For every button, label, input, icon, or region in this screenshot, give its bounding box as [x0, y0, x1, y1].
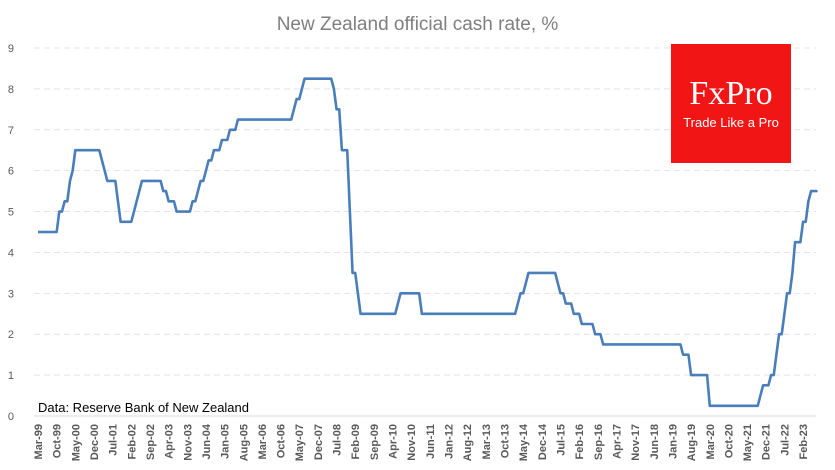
- x-tick-label: Feb-09: [350, 424, 362, 459]
- x-tick-label: Apr-10: [388, 424, 400, 459]
- x-tick-label: Aug-05: [238, 424, 250, 461]
- y-tick-label: 6: [8, 166, 14, 178]
- x-tick-label: Jun-04: [201, 423, 213, 459]
- x-tick-label: Oct-99: [52, 424, 64, 458]
- x-tick-label: Jan-19: [667, 424, 679, 459]
- y-tick-label: 3: [8, 288, 14, 300]
- logo-tagline: Trade Like a Pro: [683, 115, 779, 130]
- chart-title: New Zealand official cash rate, %: [276, 14, 559, 35]
- x-tick-label: Feb-16: [574, 424, 586, 459]
- x-tick-label: Dec-00: [89, 424, 101, 460]
- x-tick-label: Apr-03: [164, 424, 176, 459]
- x-tick-label: Nov-03: [182, 424, 194, 461]
- x-tick-label: Mar-99: [33, 424, 45, 459]
- x-tick-label: Jan-12: [444, 424, 456, 459]
- y-tick-label: 4: [8, 247, 14, 259]
- y-tick-label: 1: [8, 370, 14, 382]
- x-tick-label: Mar-06: [257, 424, 269, 459]
- x-tick-label: May-14: [518, 423, 530, 461]
- x-tick-label: Jul-01: [108, 424, 120, 456]
- y-tick-label: 7: [8, 125, 14, 137]
- x-tick-label: Apr-17: [611, 424, 623, 459]
- x-tick-label: May-21: [742, 424, 754, 461]
- x-tick-label: Sep-02: [145, 424, 157, 460]
- y-tick-label: 2: [8, 329, 14, 341]
- x-tick-label: Jun-18: [649, 424, 661, 459]
- y-tick-label: 8: [8, 84, 14, 96]
- x-tick-label: Aug-19: [686, 424, 698, 461]
- x-tick-label: Dec-14: [537, 423, 549, 460]
- x-tick-label: Jul-22: [779, 424, 791, 456]
- y-tick-label: 9: [8, 43, 14, 55]
- x-tick-label: Dec-07: [313, 424, 325, 460]
- x-tick-label: Mar-13: [481, 424, 493, 459]
- x-tick-label: May-00: [70, 424, 82, 461]
- x-tick-label: Mar-20: [705, 424, 717, 459]
- x-tick-label: Jul-08: [332, 424, 344, 456]
- x-tick-label: Oct-06: [276, 424, 288, 458]
- y-tick-label: 5: [8, 207, 14, 219]
- x-tick-label: Feb-23: [798, 424, 810, 459]
- logo-text: FxPro: [689, 75, 773, 112]
- x-tick-label: Oct-20: [723, 424, 735, 458]
- x-tick-label: Jun-11: [425, 424, 437, 459]
- x-tick-label: Nov-17: [630, 424, 642, 461]
- x-tick-label: Sep-16: [593, 424, 605, 460]
- x-tick-label: Nov-10: [406, 424, 418, 461]
- fxpro-logo: FxPro Trade Like a Pro: [671, 44, 791, 163]
- x-tick-label: Aug-12: [462, 424, 474, 461]
- x-tick-label: Oct-13: [500, 424, 512, 458]
- series-line-ocr: [38, 77, 818, 408]
- x-tick-label: Jan-05: [220, 424, 232, 459]
- x-tick-label: May-07: [294, 424, 306, 461]
- source-note: Data: Reserve Bank of New Zealand: [38, 400, 249, 415]
- x-tick-label: Feb-02: [126, 424, 138, 459]
- x-tick-label: Dec-21: [761, 424, 773, 460]
- y-tick-label: 0: [8, 411, 14, 423]
- x-tick-label: Sep-09: [369, 424, 381, 460]
- x-tick-label: Jul-15: [555, 424, 567, 456]
